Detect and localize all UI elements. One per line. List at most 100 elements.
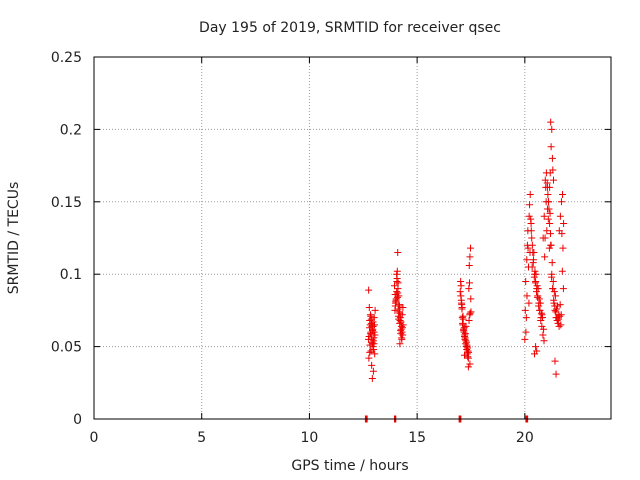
data-point <box>366 348 374 356</box>
data-point <box>537 317 545 325</box>
data-point <box>545 244 553 252</box>
data-point <box>398 311 406 319</box>
data-point <box>465 317 473 325</box>
data-point <box>526 248 534 256</box>
data-point <box>535 295 543 303</box>
data-point <box>467 244 475 252</box>
data-point <box>547 143 555 151</box>
data-point <box>522 314 530 322</box>
data-point <box>396 319 404 327</box>
data-point <box>391 282 399 290</box>
data-point <box>398 334 406 342</box>
data-point <box>395 301 403 309</box>
data-point <box>466 253 474 261</box>
data-point <box>369 367 377 375</box>
plot-frame <box>93 56 612 420</box>
data-point <box>534 285 542 293</box>
data-point <box>365 304 373 312</box>
data-point <box>552 308 560 316</box>
data-point <box>528 234 536 242</box>
data-point <box>393 288 401 296</box>
data-point <box>369 318 377 326</box>
data-point <box>366 341 374 349</box>
data-point <box>549 176 557 184</box>
data-point <box>548 259 556 267</box>
data-point <box>466 311 474 319</box>
data-point <box>559 244 567 252</box>
y-tick-label: 0 <box>73 412 82 428</box>
data-point <box>540 212 548 220</box>
data-point <box>552 370 560 378</box>
data-point <box>559 285 567 293</box>
data-point <box>465 285 473 293</box>
data-point <box>548 273 556 281</box>
data-point <box>550 288 558 296</box>
data-point <box>457 292 465 300</box>
data-point <box>370 314 378 322</box>
data-point <box>467 295 475 303</box>
data-point <box>371 331 379 339</box>
x-tick-label: 15 <box>408 430 426 446</box>
series-SRMTID <box>364 118 568 382</box>
data-point <box>550 296 558 304</box>
data-point <box>527 220 535 228</box>
data-point <box>364 335 372 343</box>
tick-labels: 0 5 10 15 20 0 0.05 0.1 0.15 0.2 0.25 <box>51 50 534 446</box>
data-point <box>540 337 548 345</box>
data-point <box>523 292 531 300</box>
data-point <box>399 304 407 312</box>
data-point <box>522 328 530 336</box>
data-point <box>538 314 546 322</box>
y-tick-label: 0.25 <box>51 50 82 66</box>
data-point <box>398 324 406 332</box>
data-point <box>543 179 551 187</box>
data-point <box>396 340 404 348</box>
data-point <box>464 363 472 371</box>
data-point <box>559 191 567 199</box>
y-tick-label: 0.2 <box>60 122 82 138</box>
data-point <box>556 212 564 220</box>
data-point <box>536 306 544 314</box>
data-point <box>394 289 402 297</box>
y-axis-label: SRMTID / TECUs <box>6 182 22 295</box>
data-point <box>543 205 551 213</box>
data-point <box>541 234 549 242</box>
data-point <box>365 286 373 294</box>
data-point <box>556 301 564 309</box>
data-point <box>465 279 473 287</box>
data-point <box>537 309 545 317</box>
data-point <box>523 241 531 249</box>
data-point <box>368 322 376 330</box>
data-point <box>551 302 559 310</box>
data-point <box>544 215 552 223</box>
data-point <box>371 350 379 358</box>
data-point <box>528 263 536 271</box>
data-point <box>558 230 566 238</box>
data-point <box>532 343 540 351</box>
data-point <box>460 324 468 332</box>
data-point <box>534 293 542 301</box>
data-point <box>394 248 402 256</box>
data-point <box>393 267 401 275</box>
data-point <box>458 304 466 312</box>
data-point <box>456 288 464 296</box>
data-point <box>531 350 539 358</box>
data-point <box>545 198 553 206</box>
data-point <box>549 277 557 285</box>
data-point <box>462 338 470 346</box>
data-point <box>463 343 471 351</box>
data-point <box>466 360 474 368</box>
data-point <box>369 325 377 333</box>
data-point <box>539 331 547 339</box>
data-point <box>530 273 538 281</box>
data-point <box>541 253 549 261</box>
data-point <box>554 319 562 327</box>
data-points <box>361 118 568 423</box>
data-point <box>459 312 467 320</box>
data-point <box>524 227 532 235</box>
data-point <box>546 230 554 238</box>
data-point <box>460 327 468 335</box>
data-point <box>393 277 401 285</box>
